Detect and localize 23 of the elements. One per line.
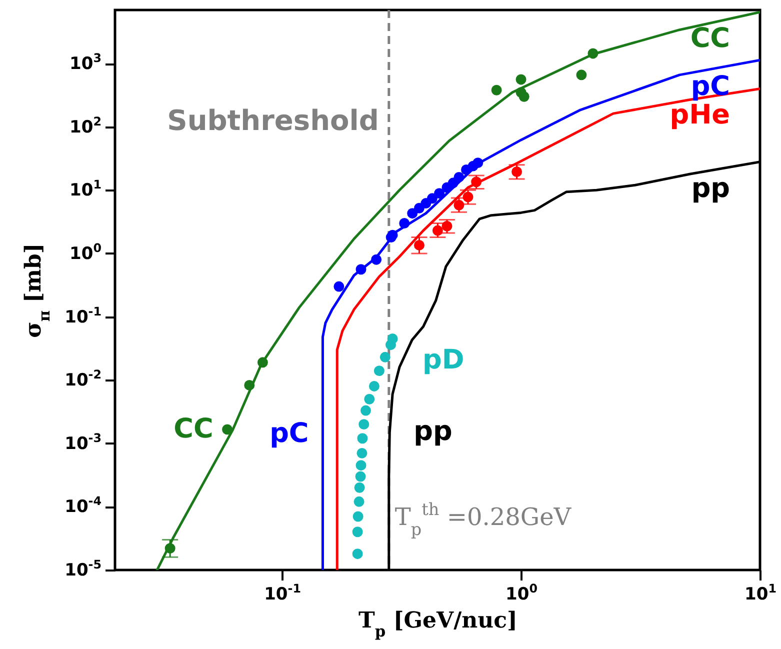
x-tick-label: 10$^{1}$ [744,582,776,604]
annotation: CC [174,413,214,444]
y-tick-label: 10$^{-1}$ [64,304,102,328]
ref-line-label: T$_{p}$$^{th}$ =0.28GeV [394,499,572,539]
y-tick-label: 10$^{-2}$ [64,368,102,391]
y-tick-label: 10$^{1}$ [70,178,102,201]
series-label: pHe [670,100,730,131]
y-tick-label: 10$^{3}$ [70,51,102,74]
annotation: Subthreshold [167,104,379,137]
series-label: CC [690,23,730,54]
y-tick-label: 10$^{-5}$ [64,558,102,580]
annotation: pp [414,416,452,448]
series-label: pp [691,172,730,204]
y-tick-label: 10$^{-3}$ [64,430,102,454]
y-tick-label: 10$^{2}$ [70,114,102,138]
series-label: pD [422,344,464,376]
y-tick-label: 10$^{-4}$ [64,494,102,518]
x-axis-title: T$_{p}$ [GeV/nuc] [358,608,518,640]
x-tick-label: 10$^{-1}$ [264,582,301,604]
x-tick-label: 10$^{0}$ [506,582,538,604]
annotation: pC [270,418,309,450]
series-label: pC [690,71,730,102]
y-tick-label: 10$^{0}$ [70,240,102,264]
